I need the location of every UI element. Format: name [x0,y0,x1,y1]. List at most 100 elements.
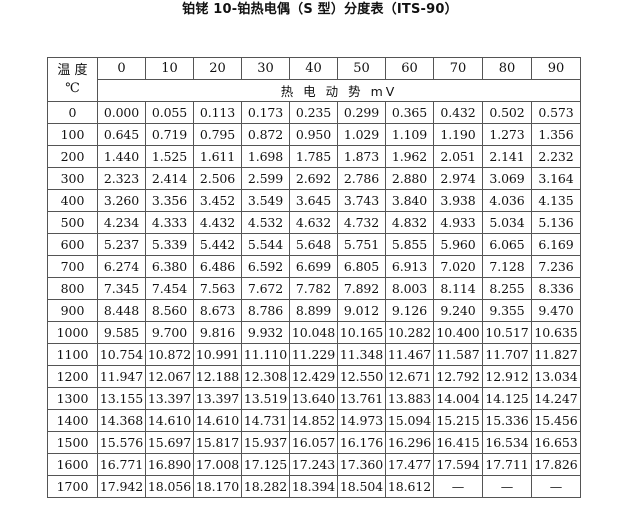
temperature-cell: 1200 [47,365,98,388]
table-header: 温 度 ℃ 0 10 20 30 40 50 60 70 80 90 热 电 动… [47,57,581,102]
emf-value-cell: 9.585 [97,321,146,344]
emf-value-cell: 13.034 [531,365,581,388]
emf-value-cell: 10.400 [433,321,483,344]
emf-value-cell: 14.368 [97,409,146,432]
column-header: 40 [289,57,338,80]
emf-value-cell: 0.645 [97,123,146,146]
column-header: 20 [193,57,242,80]
table-row: 500 4.234 4.333 4.432 4.532 4.632 4.732 4.832 4.… [47,211,581,234]
emf-value-cell: 10.991 [193,343,242,366]
table-row: 1300 13.155 13.397 13.397 13.519 13.640 13.761… [47,387,581,410]
emf-value-cell: 3.743 [337,189,386,212]
emf-value-cell: 5.544 [241,233,290,256]
emf-value-cell: 9.126 [385,299,434,322]
emf-value-cell: 14.852 [289,409,338,432]
emf-value-cell: 14.973 [337,409,386,432]
emf-value-cell: 12.912 [482,365,532,388]
emf-value-cell: 17.942 [97,475,146,498]
emf-value-cell: 0.299 [337,101,386,124]
emf-value-cell: 15.817 [193,431,242,454]
temperature-cell: 1100 [47,343,98,366]
emf-value-cell: 4.632 [289,211,338,234]
emf-value-cell: 8.899 [289,299,338,322]
emf-value-cell: 13.397 [193,387,242,410]
table-row: 400 3.260 3.356 3.452 3.549 3.645 3.743 3.840 3.… [47,189,581,212]
column-header: 50 [337,57,386,80]
emf-value-cell: 4.532 [241,211,290,234]
emf-value-cell: 9.012 [337,299,386,322]
emf-value-cell: 15.094 [385,409,434,432]
emf-unit-header: 热 电 动 势 mV [97,79,581,102]
table-row: 600 5.237 5.339 5.442 5.544 5.648 5.751 5.855 5.… [47,233,581,256]
emf-value-cell: 17.826 [531,453,581,476]
temperature-header: 温 度 ℃ [47,57,98,102]
temperature-cell: 1500 [47,431,98,454]
temperature-cell: 1300 [47,387,98,410]
emf-value-cell: 15.576 [97,431,146,454]
table-row: 1500 15.576 15.697 15.817 15.937 16.057 16.176… [47,431,581,454]
emf-value-cell: 7.128 [482,255,532,278]
emf-value-cell: 6.486 [193,255,242,278]
emf-value-cell: 15.697 [145,431,194,454]
emf-value-cell: 17.711 [482,453,532,476]
emf-value-cell: 17.243 [289,453,338,476]
emf-value-cell: 12.067 [145,365,194,388]
emf-value-cell: — [482,475,532,498]
emf-value-cell: 2.051 [433,145,483,168]
temperature-header-unit: ℃ [65,80,80,96]
emf-value-cell: 2.414 [145,167,194,190]
emf-value-cell: 14.610 [193,409,242,432]
emf-value-cell: 11.348 [337,343,386,366]
emf-value-cell: 8.673 [193,299,242,322]
emf-value-cell: 3.549 [241,189,290,212]
emf-value-cell: 4.333 [145,211,194,234]
emf-value-cell: 2.141 [482,145,532,168]
table-row: 900 8.448 8.560 8.673 8.786 8.899 9.012 9.126 9.… [47,299,581,322]
emf-value-cell: 2.786 [337,167,386,190]
emf-value-cell: 12.188 [193,365,242,388]
emf-value-cell: 12.550 [337,365,386,388]
emf-value-cell: 7.236 [531,255,581,278]
emf-value-cell: 2.692 [289,167,338,190]
emf-value-cell: 2.599 [241,167,290,190]
emf-value-cell: 5.442 [193,233,242,256]
column-header: 80 [482,57,532,80]
emf-value-cell: 15.456 [531,409,581,432]
emf-value-cell: 0.055 [145,101,194,124]
emf-value-cell: 1.525 [145,145,194,168]
emf-value-cell: 0.719 [145,123,194,146]
emf-value-cell: 3.452 [193,189,242,212]
table-body: 0 0.000 0.055 0.113 0.173 0.235 0.299 0.365 0.43… [47,101,581,498]
emf-value-cell: 8.336 [531,277,581,300]
emf-value-cell: 13.397 [145,387,194,410]
emf-value-cell: 16.653 [531,431,581,454]
emf-value-cell: 3.069 [482,167,532,190]
emf-value-cell: 14.004 [433,387,483,410]
emf-value-cell: 17.594 [433,453,483,476]
temperature-cell: 1000 [47,321,98,344]
emf-value-cell: 4.832 [385,211,434,234]
emf-value-cell: 1.273 [482,123,532,146]
emf-value-cell: 0.795 [193,123,242,146]
emf-value-cell: — [531,475,581,498]
header-row-unit: 热 电 动 势 mV [48,79,581,102]
emf-value-cell: 11.827 [531,343,581,366]
emf-value-cell: 6.592 [241,255,290,278]
emf-value-cell: 1.698 [241,145,290,168]
emf-value-cell: 2.232 [531,145,581,168]
emf-value-cell: 7.454 [145,277,194,300]
header-row-columns: 温 度 ℃ 0 10 20 30 40 50 60 70 80 90 [47,57,581,102]
emf-value-cell: 10.517 [482,321,532,344]
emf-value-cell: 16.296 [385,431,434,454]
emf-value-cell: 10.282 [385,321,434,344]
emf-value-cell: 3.840 [385,189,434,212]
table-row: 100 0.645 0.719 0.795 0.872 0.950 1.029 1.109 1.… [47,123,581,146]
emf-value-cell: 13.519 [241,387,290,410]
emf-value-cell: 0.872 [241,123,290,146]
emf-value-cell: 1.440 [97,145,146,168]
emf-value-cell: 0.432 [433,101,483,124]
emf-value-cell: 11.707 [482,343,532,366]
emf-value-cell: 14.731 [241,409,290,432]
temperature-cell: 600 [47,233,98,256]
temperature-cell: 800 [47,277,98,300]
